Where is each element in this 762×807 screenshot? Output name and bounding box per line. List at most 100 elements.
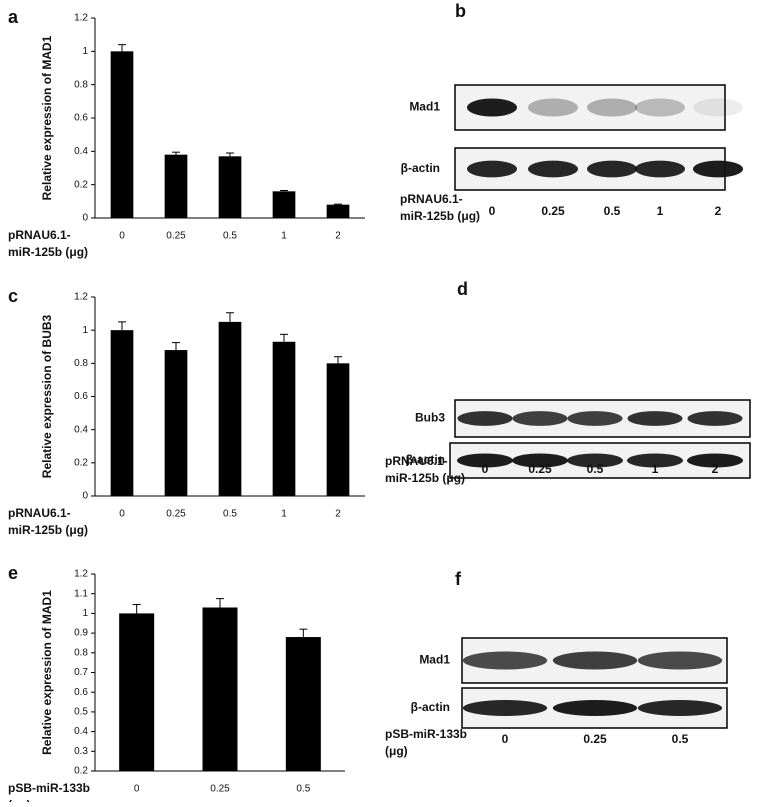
panel-label: f <box>455 569 462 589</box>
x-axis-label: pSB-miR-133b <box>8 781 90 795</box>
blot-row-label: Mad1 <box>409 100 440 114</box>
blot-band <box>462 651 548 670</box>
lane-label: 0 <box>502 732 509 746</box>
blot-band <box>528 98 578 117</box>
y-tick-label: 0.6 <box>74 687 88 698</box>
x-tick-label: 2 <box>335 231 341 242</box>
y-tick-label: 1.2 <box>74 569 88 580</box>
blot-band <box>587 160 637 178</box>
blot-row-label: β-actin <box>411 700 450 714</box>
x-tick-label: 0.25 <box>210 784 230 795</box>
x-axis-label: miR-125b (μg) <box>8 523 88 537</box>
blot-band <box>637 700 723 716</box>
blot-band <box>457 411 513 426</box>
y-axis-label: Relative expression of BUB3 <box>40 314 54 478</box>
lane-label: 0.5 <box>587 462 604 476</box>
bar <box>119 613 155 771</box>
blot-band <box>552 700 638 716</box>
y-tick-label: 0.8 <box>74 358 88 369</box>
y-tick-label: 0 <box>82 491 88 502</box>
bar <box>218 156 242 218</box>
blot-row-label: β-actin <box>406 453 445 467</box>
y-tick-label: 1.2 <box>74 13 88 24</box>
x-axis-label: (μg) <box>8 798 31 802</box>
x-axis-label: miR-125b (μg) <box>8 245 88 259</box>
blot-band <box>467 160 517 178</box>
blot-band <box>567 453 623 468</box>
panel-label: e <box>8 563 18 583</box>
x-tick-label: 0.25 <box>166 509 186 520</box>
blot-band <box>627 453 683 468</box>
x-axis-label: pRNAU6.1- <box>8 228 71 242</box>
blot-x-label: (μg) <box>385 744 408 758</box>
x-tick-label: 0 <box>134 784 140 795</box>
y-axis-label: Relative expression of MAD1 <box>40 35 54 200</box>
blot-band <box>687 411 743 426</box>
y-tick-label: 0.9 <box>74 628 88 639</box>
y-tick-label: 1.1 <box>74 588 88 599</box>
blot-band <box>635 160 685 178</box>
y-tick-label: 0.4 <box>74 146 88 157</box>
blot-band <box>635 98 685 117</box>
bar <box>272 341 296 496</box>
lane-label: 2 <box>712 462 719 476</box>
blot-band <box>528 160 578 178</box>
y-tick-label: 0.2 <box>74 457 88 468</box>
x-tick-label: 0.25 <box>166 231 186 242</box>
y-tick-label: 0.4 <box>74 726 88 737</box>
lane-label: 2 <box>715 204 722 218</box>
y-tick-label: 0.2 <box>74 179 88 190</box>
panel-label: c <box>8 286 18 306</box>
blot-band <box>693 160 743 178</box>
lane-label: 0.5 <box>672 732 689 746</box>
blot-x-label: miR-125b (μg) <box>400 209 480 223</box>
blot-x-label: pSB-miR-133b <box>385 727 467 741</box>
lane-label: 1 <box>657 204 664 218</box>
y-tick-label: 0.6 <box>74 113 88 124</box>
bar <box>272 191 296 218</box>
blot-row-label: β-actin <box>401 161 440 175</box>
panel-label: d <box>457 279 468 299</box>
blot-row-label: Mad1 <box>419 653 450 667</box>
blot-x-label: pRNAU6.1- <box>385 454 448 468</box>
blot-x-label: miR-125b (μg) <box>385 471 465 485</box>
x-tick-label: 0 <box>119 231 125 242</box>
y-tick-label: 0.7 <box>74 667 88 678</box>
lane-label: 0.5 <box>604 204 621 218</box>
bar <box>218 321 242 496</box>
blot-band <box>457 453 513 468</box>
y-tick-label: 0.5 <box>74 707 88 718</box>
y-tick-label: 0.8 <box>74 647 88 658</box>
y-axis-label: Relative expression of MAD1 <box>40 590 54 755</box>
bar <box>326 204 350 218</box>
blot-x-label: pRNAU6.1- <box>400 192 463 206</box>
y-tick-label: 0.4 <box>74 424 88 435</box>
x-tick-label: 0.5 <box>223 231 237 242</box>
y-tick-label: 0.8 <box>74 79 88 90</box>
blot-row-label: Bub3 <box>415 411 445 425</box>
lane-label: 0.25 <box>583 732 607 746</box>
bar <box>164 154 188 218</box>
blot-band <box>567 411 623 426</box>
bar <box>285 637 321 771</box>
y-tick-label: 0.6 <box>74 391 88 402</box>
y-tick-label: 0.2 <box>74 766 88 777</box>
lane-label: 1 <box>652 462 659 476</box>
bar <box>164 350 188 496</box>
blot-band <box>687 453 743 468</box>
y-tick-label: 1.2 <box>74 292 88 303</box>
y-tick-label: 0.3 <box>74 746 88 757</box>
blot-band <box>512 411 568 426</box>
x-tick-label: 0.5 <box>223 509 237 520</box>
x-tick-label: 2 <box>335 509 341 520</box>
x-tick-label: 0 <box>119 509 125 520</box>
lane-label: 0.25 <box>541 204 565 218</box>
blot-band <box>462 700 548 716</box>
blot-band <box>693 98 743 117</box>
y-tick-label: 0 <box>82 213 88 224</box>
bar <box>202 607 238 771</box>
blot-band <box>627 411 683 426</box>
x-tick-label: 0.5 <box>296 784 310 795</box>
x-tick-label: 1 <box>281 231 287 242</box>
